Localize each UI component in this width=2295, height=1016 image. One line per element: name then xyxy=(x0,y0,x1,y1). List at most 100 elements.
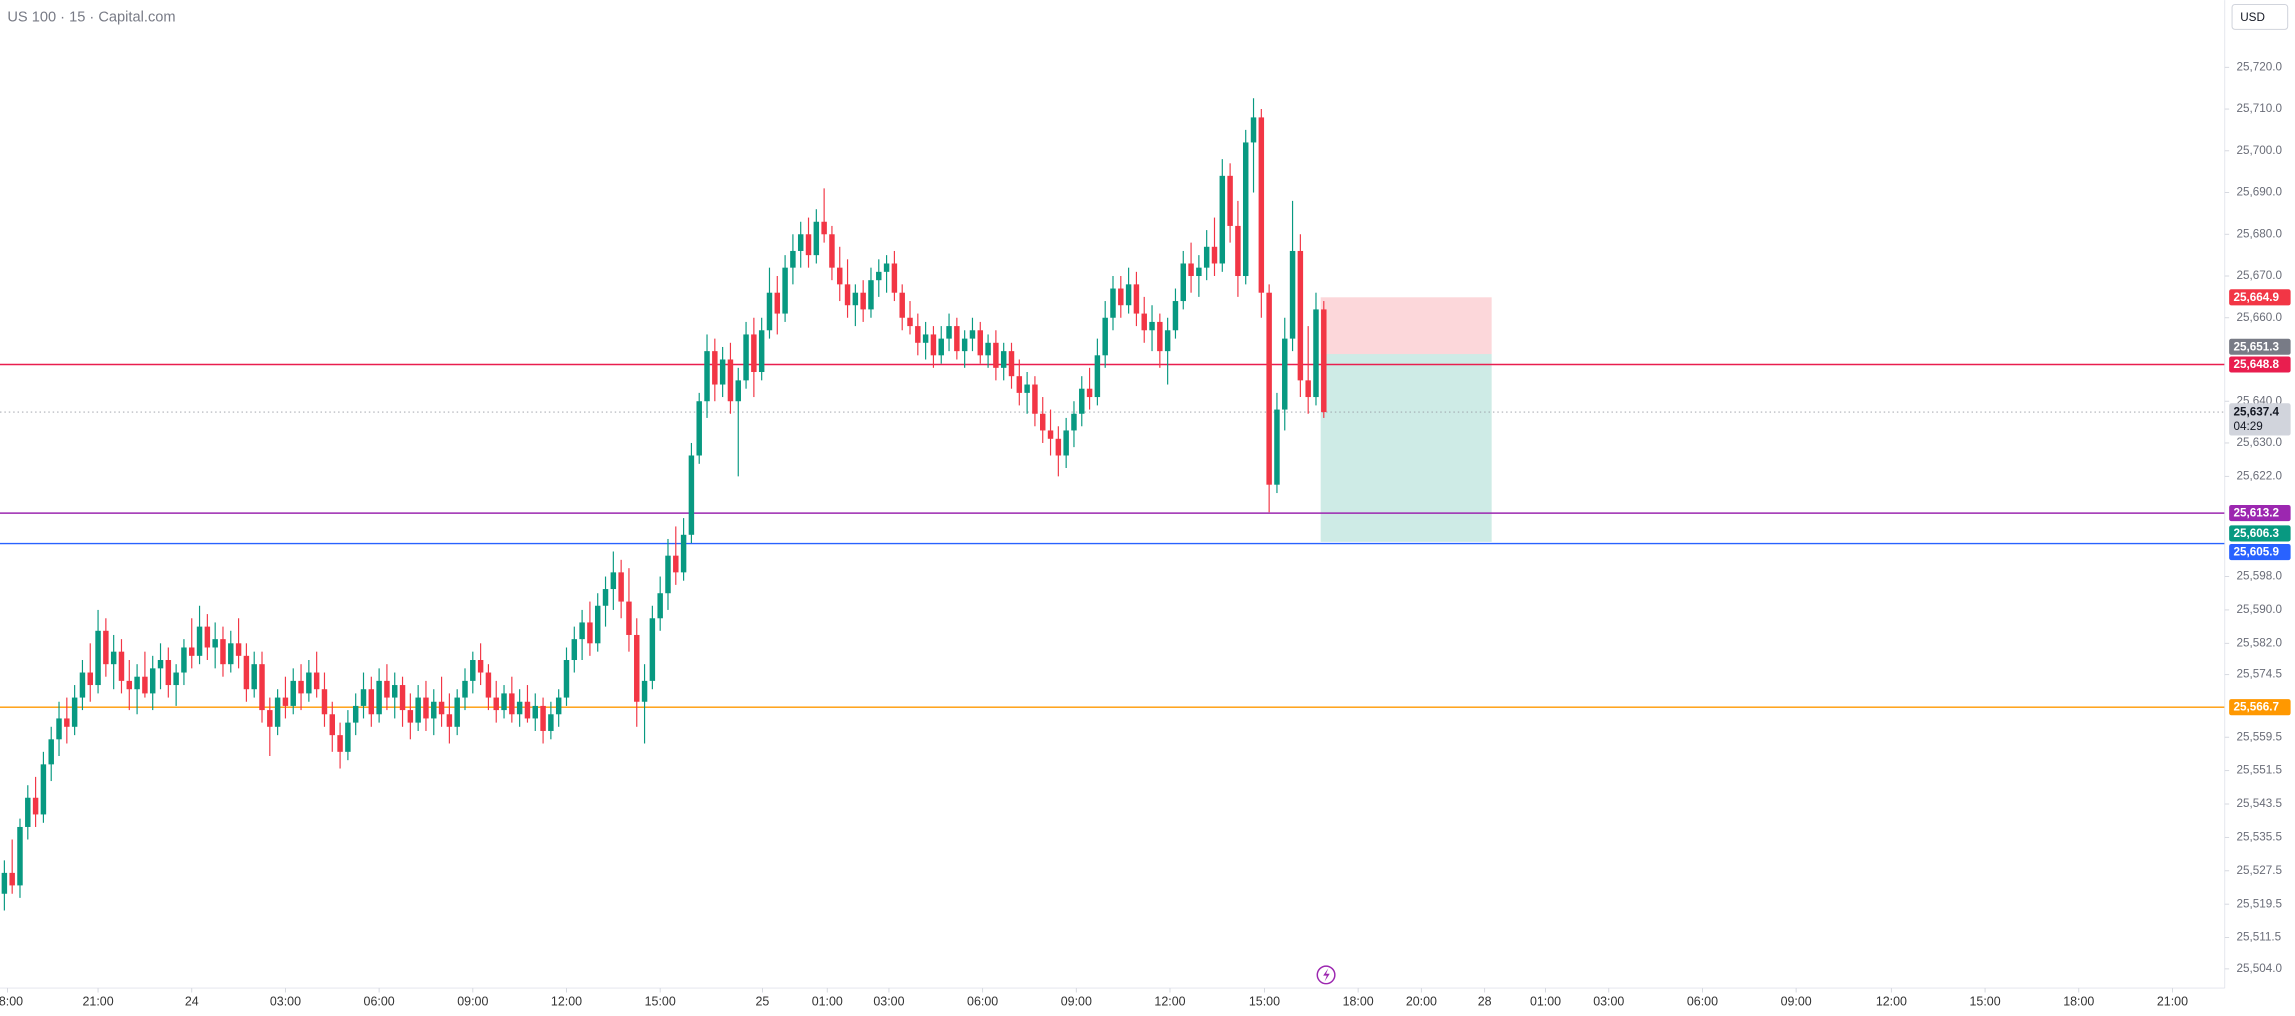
candle-body xyxy=(844,284,851,306)
candle-body xyxy=(438,701,445,715)
candle-body xyxy=(688,455,695,535)
candle-body xyxy=(868,280,874,310)
candle-body xyxy=(1141,313,1147,331)
candle-body xyxy=(1125,284,1132,306)
candle-body xyxy=(618,572,624,602)
y-tick-label: 25,622.0 xyxy=(2236,469,2282,482)
candle-body xyxy=(1250,117,1257,143)
candle-body xyxy=(548,714,554,731)
candle-body xyxy=(751,334,757,373)
x-tick-label: 03:00 xyxy=(1593,994,1624,1008)
candle-body xyxy=(32,797,39,815)
candle-body xyxy=(274,697,281,727)
y-tick-label: 25,535.5 xyxy=(2236,830,2282,843)
x-tick-label: 09:00 xyxy=(1061,994,1092,1008)
candle-body xyxy=(852,292,859,306)
candle-body xyxy=(1196,267,1202,277)
y-tick-label: 25,660.0 xyxy=(2236,311,2282,324)
candle-body xyxy=(1118,288,1124,306)
entry-tag: 25,651.3 xyxy=(2234,340,2280,353)
x-tick-label: 18:00 xyxy=(0,994,23,1008)
candle-body xyxy=(1211,246,1218,264)
candle-body xyxy=(860,292,866,310)
candle-body xyxy=(1219,175,1226,264)
candle-body xyxy=(735,380,741,402)
candle-body xyxy=(524,701,531,719)
candle-body xyxy=(946,326,952,339)
candle-body xyxy=(649,618,656,681)
level-tag: 25,648.8 xyxy=(2234,358,2280,371)
candle-body xyxy=(126,680,133,690)
candle-body xyxy=(196,626,203,656)
candle-body xyxy=(290,680,296,706)
candle-body xyxy=(1094,355,1101,398)
candle-body xyxy=(337,735,343,752)
replay-icon[interactable] xyxy=(1316,965,1336,985)
candle-body xyxy=(118,651,125,681)
candle-body xyxy=(1133,284,1140,314)
current-price-tag: 25,637.4 xyxy=(2234,406,2280,419)
candle-body xyxy=(1055,438,1062,456)
candle-body xyxy=(1157,321,1163,352)
y-tick-label: 25,527.5 xyxy=(2236,864,2282,877)
candle-body xyxy=(1032,384,1038,414)
candle-body xyxy=(563,660,570,698)
candle-body xyxy=(493,697,499,711)
entry-tag-bg xyxy=(2229,338,2291,355)
candle-body xyxy=(680,534,687,573)
level-tag: 25,613.2 xyxy=(2234,507,2280,520)
lightning[interactable] xyxy=(1323,968,1330,982)
candle-body xyxy=(376,680,382,715)
candle-body xyxy=(1266,292,1272,485)
candle-body xyxy=(110,651,117,665)
candle-body xyxy=(48,739,54,765)
x-tick-label: 09:00 xyxy=(1781,994,1812,1008)
candle-body xyxy=(407,710,414,723)
candle-body xyxy=(961,338,968,352)
candle-body xyxy=(1235,225,1241,277)
candle-body xyxy=(805,234,812,256)
candle-body xyxy=(415,697,421,723)
stop-tag-bg xyxy=(2229,289,2291,306)
x-tick-label: 15:00 xyxy=(645,994,676,1008)
candle-body xyxy=(157,660,164,669)
candle-body xyxy=(665,555,671,594)
y-tick-label: 25,504.0 xyxy=(2236,962,2282,975)
currency-label[interactable]: USD xyxy=(2240,11,2265,24)
candle-body xyxy=(1024,384,1030,393)
candle-body xyxy=(56,718,62,740)
candle-body xyxy=(930,334,937,356)
y-tick-label: 25,519.5 xyxy=(2236,897,2282,910)
x-tick-label: 15:00 xyxy=(1970,994,2001,1008)
candle-body xyxy=(1242,142,1249,277)
candle-body xyxy=(696,401,702,456)
x-tick-label: 09:00 xyxy=(457,994,488,1008)
candle-body xyxy=(142,676,148,694)
candle-body xyxy=(485,672,492,698)
candle-body xyxy=(727,359,734,402)
axes: 25,720.0 25,710.0 25,700.0 25,690.0 25,680.0… xyxy=(0,60,2291,1008)
candle-body xyxy=(165,660,172,686)
candle-body xyxy=(532,705,538,719)
currency-button[interactable] xyxy=(2231,3,2289,30)
y-tick-label: 25,630.0 xyxy=(2236,436,2282,449)
candle-body xyxy=(1321,309,1327,413)
candle-body xyxy=(657,593,663,619)
candle-body xyxy=(555,697,562,715)
candle-body xyxy=(1172,301,1179,331)
x-tick-label: 03:00 xyxy=(873,994,904,1008)
candle-body xyxy=(95,630,101,686)
candle-body xyxy=(758,330,765,373)
candle-body xyxy=(829,234,835,268)
candle-body xyxy=(392,685,398,698)
candle-body xyxy=(993,342,999,368)
x-tick-label: 15:00 xyxy=(1249,994,1280,1008)
x-tick-label: 12:00 xyxy=(1876,994,1907,1008)
candle-body xyxy=(321,689,328,715)
x-tick-label: 12:00 xyxy=(1154,994,1185,1008)
y-tick-label: 25,590.0 xyxy=(2236,603,2282,616)
candle-body xyxy=(954,326,960,352)
symbol-header: US 100 · 15 · Capital.com xyxy=(7,10,175,26)
candle-body xyxy=(1258,117,1265,293)
